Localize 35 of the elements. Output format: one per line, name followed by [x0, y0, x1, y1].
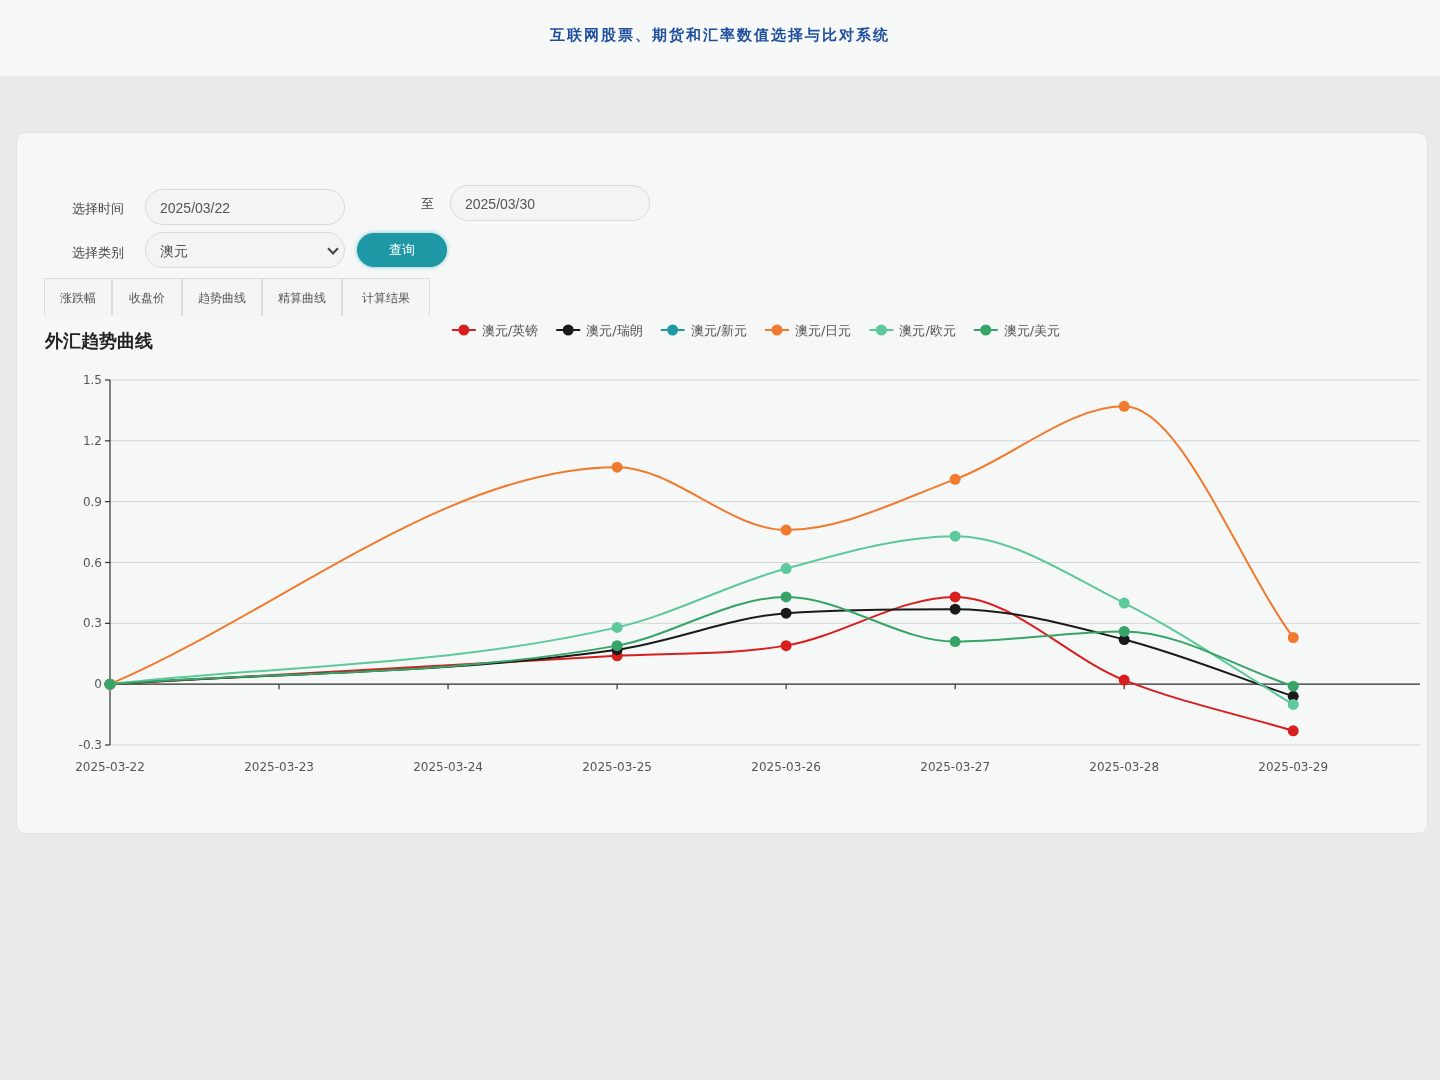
y-tick-label: 0 [94, 677, 102, 692]
annotation: 精算曲线 [262, 278, 342, 316]
legend-label: 澳元/英镑 [481, 323, 539, 338]
x-tick-label: 2025-03-22 [75, 760, 145, 774]
annotation: 选择时间 [72, 200, 124, 218]
annotation: 选择类别 [72, 244, 124, 262]
y-tick-label: 1.2 [82, 433, 102, 448]
annotation: 涨跌幅 [44, 278, 112, 316]
legend-label: 澳元/欧元 [899, 323, 956, 338]
subtitle: 互联网股票、期货和汇率数值选择与比对系统 [0, 0, 1440, 76]
annotation: 至 [421, 195, 434, 213]
y-tick-label: 0.3 [82, 616, 102, 631]
legend-label: 澳元/瑞朗 [586, 323, 643, 338]
x-tick-label: 2025-03-27 [920, 760, 991, 774]
x-tick-label: 2025-03-23 [244, 760, 314, 774]
x-tick-label: 2025-03-26 [751, 760, 821, 774]
annotation: 2025/03/30 [450, 185, 650, 221]
x-tick-label: 2025-03-24 [413, 760, 483, 774]
x-tick-label: 2025-03-29 [1258, 760, 1329, 774]
annotation: 收盘价 [112, 278, 182, 316]
y-tick-label: -0.3 [78, 738, 102, 752]
y-tick-label: 0.9 [82, 494, 102, 509]
legend-label: 澳元/日元 [795, 323, 852, 338]
y-tick-label: 1.5 [82, 373, 102, 387]
y-tick-label: 0.6 [82, 555, 102, 570]
legend-label: 澳元/新元 [690, 323, 747, 338]
annotation: 2025/03/22 [145, 189, 345, 225]
annotation: 计算结果 [342, 278, 430, 316]
legend-label: 澳元/美元 [1003, 323, 1061, 338]
annotation: 查询 [357, 233, 447, 267]
title: 外汇趋势曲线 [45, 330, 153, 351]
annotation: 趋势曲线 [182, 278, 262, 316]
x-tick-label: 2025-03-25 [582, 760, 652, 774]
annotation: 澳元 [145, 232, 345, 268]
x-tick-label: 2025-03-28 [1089, 760, 1160, 774]
